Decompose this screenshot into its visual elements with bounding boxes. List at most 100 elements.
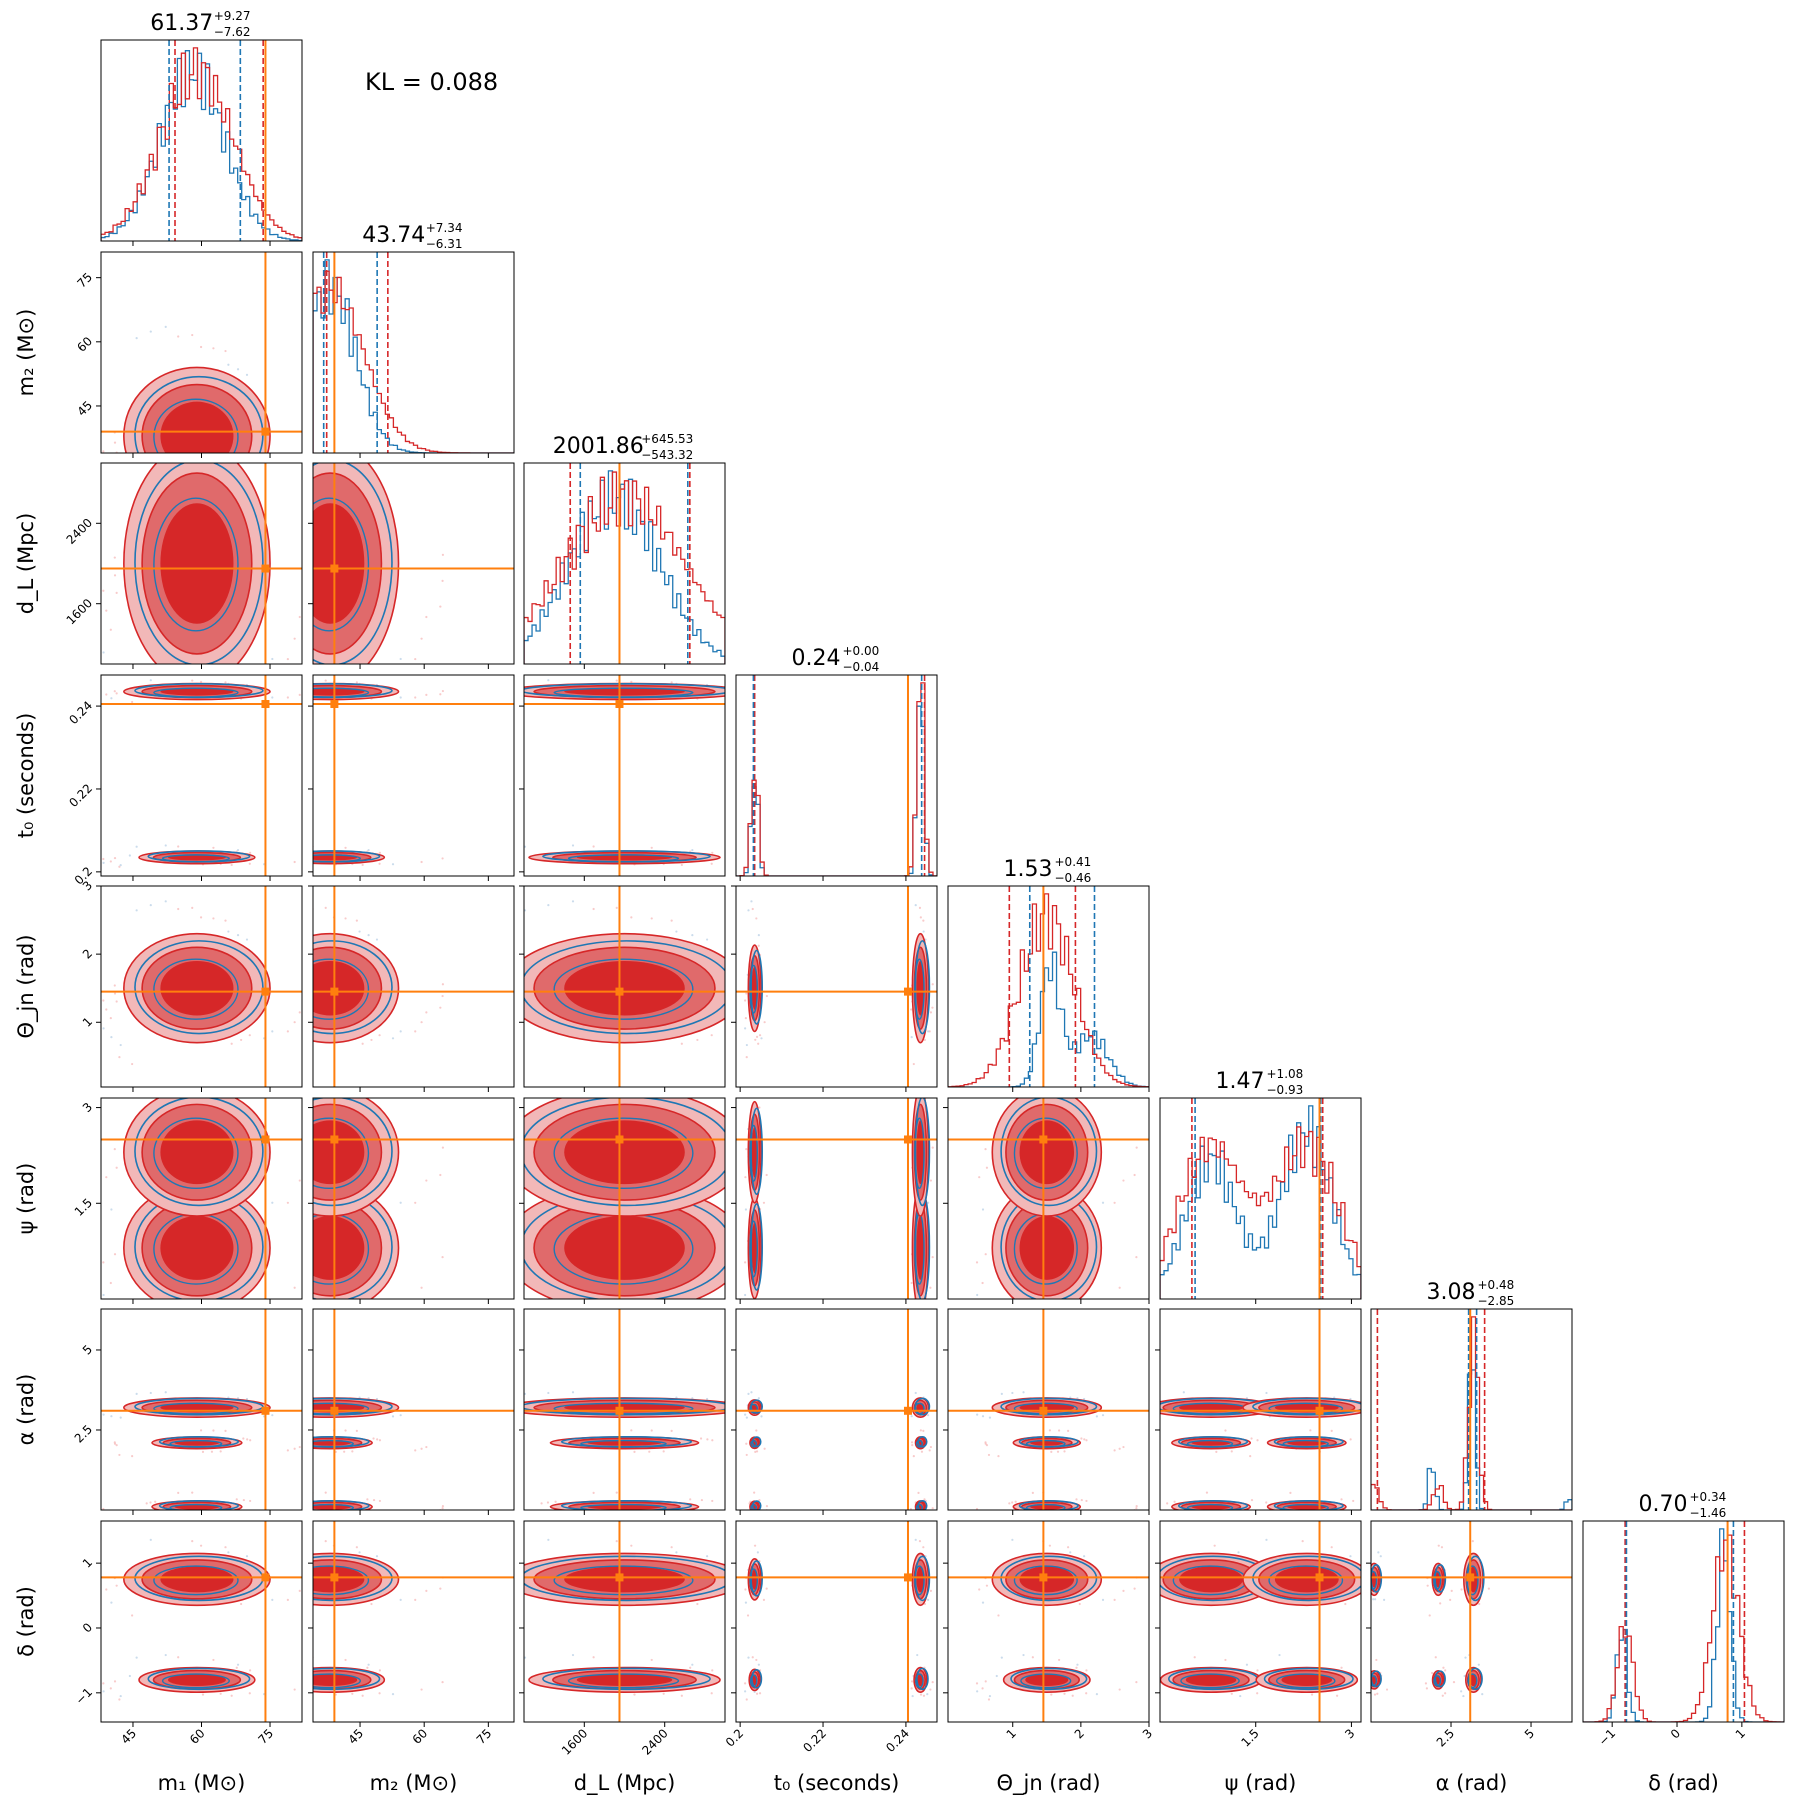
scatter-point xyxy=(372,1498,376,1502)
contour-series-b-inner xyxy=(915,1673,924,1689)
contour-series-b-inner xyxy=(313,1503,354,1510)
scatter-point xyxy=(378,1302,380,1304)
scatter-point xyxy=(115,692,118,695)
scatter-point xyxy=(914,1538,917,1541)
scatter-point xyxy=(1069,1551,1072,1554)
scatter-point xyxy=(102,861,105,864)
contour-series-b-outer xyxy=(524,940,725,1035)
scatter-point xyxy=(224,1546,227,1549)
scatter-point xyxy=(755,917,758,920)
contour-panel-m1-m2 xyxy=(101,252,302,453)
truth-marker xyxy=(261,1406,270,1415)
scatter-point xyxy=(608,1511,610,1513)
scatter-point xyxy=(425,615,428,619)
contour-core xyxy=(1185,1673,1237,1687)
x-tick-label-psi: 1.5 xyxy=(1238,1726,1261,1749)
scatter-point xyxy=(662,1692,665,1695)
scatter-point xyxy=(298,1589,301,1592)
scatter-point xyxy=(245,1397,249,1401)
scatter-point xyxy=(110,1601,113,1604)
contour-core xyxy=(564,1566,685,1593)
contour-series-b-inner xyxy=(1020,1673,1072,1689)
scatter-point xyxy=(699,1437,703,1440)
scatter-point xyxy=(754,1038,757,1041)
scatter-point xyxy=(571,1391,575,1394)
scatter-point xyxy=(1135,1507,1138,1510)
panel-frame xyxy=(523,1520,726,1723)
summary-alpha: 3.08 xyxy=(1427,1280,1476,1305)
scatter-point xyxy=(1250,1498,1254,1502)
contour-series-b-outer xyxy=(751,1669,763,1689)
scatter-point xyxy=(744,1690,747,1693)
y-axis-label-delta: δ (rad) xyxy=(14,1586,38,1657)
scatter-point xyxy=(975,1507,979,1510)
scatter-point xyxy=(1014,1500,1017,1503)
contour-series-b-inner xyxy=(313,1117,370,1190)
contour-panel-m1-delta xyxy=(101,1521,302,1722)
x-axis-label-dL: d_L (Mpc) xyxy=(574,1771,676,1796)
scatter-point xyxy=(310,1016,312,1018)
scatter-point xyxy=(1157,1657,1159,1659)
scatter-point xyxy=(918,1511,920,1513)
scatter-point xyxy=(286,696,289,699)
scatter-point xyxy=(1340,1666,1343,1669)
y-axis-label-t0: t₀ (seconds) xyxy=(14,713,38,839)
truth-marker xyxy=(330,1135,339,1144)
scatter-point xyxy=(109,628,112,631)
scatter-point xyxy=(751,1656,754,1659)
contour-panel-theta_jn-delta xyxy=(948,1521,1149,1722)
scatter-point xyxy=(650,1429,653,1432)
scatter-point xyxy=(191,333,194,337)
scatter-point xyxy=(227,363,230,366)
scatter-point xyxy=(135,909,138,912)
scatter-point xyxy=(210,1450,214,1453)
contour-core xyxy=(1025,1673,1069,1687)
scatter-point xyxy=(227,930,230,933)
scatter-point xyxy=(689,1498,692,1501)
contour-series-b-inner xyxy=(749,1220,758,1278)
scatter-point xyxy=(516,1240,518,1242)
scatter-point xyxy=(102,651,105,654)
scatter-point xyxy=(929,1589,933,1592)
scatter-point xyxy=(516,1063,518,1065)
scatter-point xyxy=(1265,1538,1268,1541)
y-axis-label-psi: ψ (rad) xyxy=(14,1163,38,1235)
scatter-point xyxy=(929,1688,932,1691)
scatter-point xyxy=(249,851,252,854)
scatter-point xyxy=(1048,1544,1051,1547)
summary-minus-m2: −6.31 xyxy=(426,237,463,251)
scatter-point xyxy=(135,845,138,848)
scatter-point xyxy=(242,1437,245,1440)
scatter-point xyxy=(186,1511,188,1513)
panel-frame xyxy=(312,885,515,1088)
x-axis-label-t0: t₀ (seconds) xyxy=(774,1771,900,1795)
scatter-point xyxy=(916,1653,919,1657)
truth-marker xyxy=(261,427,270,436)
hist-panel-theta_jn xyxy=(948,886,1149,1087)
scatter-point xyxy=(675,1551,678,1554)
scatter-point xyxy=(1383,1598,1386,1601)
contour-series-b-inner xyxy=(1282,1503,1329,1510)
scatter-point xyxy=(1452,1680,1456,1684)
scatter-point xyxy=(1000,1656,1003,1659)
scatter-point xyxy=(675,930,678,933)
truth-marker xyxy=(261,564,270,573)
scatter-point xyxy=(230,1694,233,1697)
scatter-point xyxy=(931,1507,934,1510)
scatter-point xyxy=(298,615,301,619)
scatter-point xyxy=(131,1455,134,1458)
hist-frame-dL xyxy=(523,462,726,665)
scatter-point xyxy=(571,900,575,903)
scatter-point xyxy=(263,1306,265,1308)
scatter-point xyxy=(399,1414,402,1417)
scatter-point xyxy=(650,917,653,920)
hist-frame-delta xyxy=(1582,1520,1785,1723)
scatter-point xyxy=(177,1656,180,1659)
scatter-point xyxy=(755,1429,758,1432)
scatter-point xyxy=(590,1511,592,1513)
scatter-point xyxy=(1344,1602,1347,1606)
contour-series-b-inner xyxy=(313,497,370,632)
scatter-point xyxy=(372,1437,375,1440)
scatter-point xyxy=(439,605,442,608)
scatter-point xyxy=(1067,1429,1070,1432)
